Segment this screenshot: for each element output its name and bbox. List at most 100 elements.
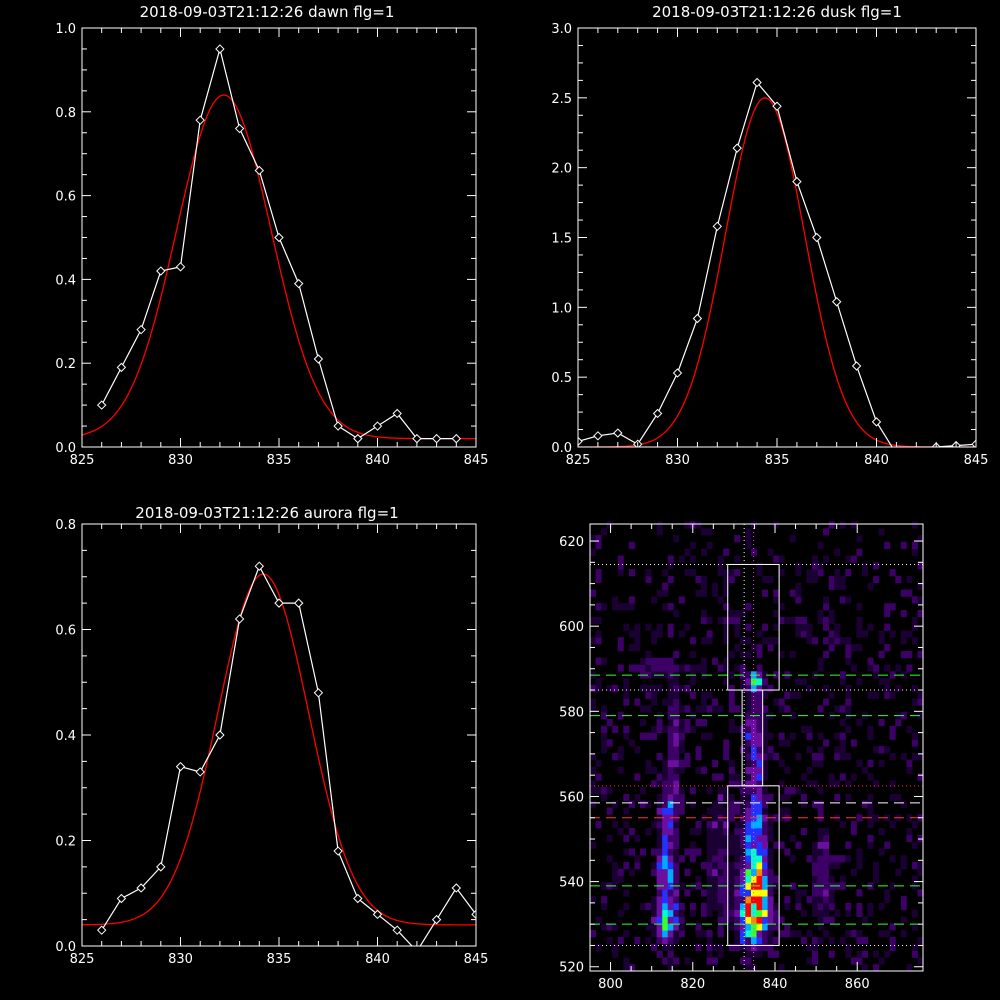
- heatmap-cell: [756, 889, 763, 897]
- heatmap-cell: [706, 957, 713, 965]
- data-point-marker: [578, 436, 583, 447]
- heatmap-cell: [823, 930, 830, 938]
- heatmap-cell: [784, 807, 791, 815]
- heatmap-cell: [751, 787, 757, 795]
- heatmap-cell: [717, 555, 724, 563]
- plot-area: [82, 561, 476, 946]
- heatmap-cell: [867, 725, 874, 733]
- heatmap-cell: [728, 793, 735, 802]
- data-point-marker: [313, 354, 324, 364]
- heatmap-cell: [667, 766, 674, 774]
- heatmap-cell: [706, 528, 713, 536]
- heatmap-cell: [628, 569, 635, 577]
- heatmap-cell: [828, 855, 835, 863]
- heatmap-cell: [839, 875, 846, 883]
- heatmap-cell: [867, 841, 874, 849]
- heatmap-cell: [817, 732, 824, 740]
- heatmap-cell: [795, 623, 802, 631]
- heatmap-cell: [767, 950, 774, 958]
- heatmap-cell: [856, 644, 863, 652]
- heatmap-cell: [911, 684, 918, 693]
- y-tick-label: 1.5: [551, 232, 572, 247]
- heatmap-cell: [778, 793, 785, 802]
- heatmap-cell: [628, 828, 635, 836]
- heatmap-cell: [834, 637, 841, 645]
- heatmap-cell: [734, 705, 741, 713]
- y-tick-label: 0.0: [55, 940, 76, 955]
- heatmap-cell: [756, 902, 763, 911]
- heatmap-cell: [662, 896, 669, 904]
- y-tick-label: 580: [559, 705, 584, 720]
- x-tick-label: 840: [365, 952, 390, 967]
- heatmap-cell: [773, 555, 780, 563]
- heatmap-cell: [767, 732, 774, 740]
- heatmap-cell: [762, 732, 769, 740]
- heatmap-cell: [606, 855, 613, 863]
- heatmap-cell: [812, 848, 818, 856]
- heatmap-cell: [667, 828, 674, 836]
- heatmap-cell: [617, 644, 624, 652]
- heatmap-cell: [662, 882, 669, 890]
- heatmap-cell: [823, 855, 830, 863]
- heatmap-cell: [717, 616, 724, 624]
- heatmap-cell: [878, 902, 885, 911]
- heatmap-cell: [689, 848, 696, 856]
- heatmap-cell: [756, 644, 763, 652]
- heatmap-cell: [873, 664, 880, 672]
- heatmap-cell: [778, 732, 785, 740]
- heatmap-cell: [884, 603, 891, 611]
- heatmap-cell: [895, 868, 902, 876]
- heatmap-cell: [673, 821, 680, 829]
- heatmap-cell: [834, 746, 841, 754]
- heatmap-cell: [745, 773, 752, 781]
- heatmap-cell: [745, 834, 752, 842]
- heatmap-cell: [839, 705, 846, 713]
- heatmap-cell: [723, 889, 730, 897]
- heatmap-cell: [823, 650, 830, 659]
- heatmap-cell: [678, 719, 685, 727]
- heatmap-cell: [862, 950, 868, 958]
- heatmap-cell: [656, 753, 663, 761]
- heatmap-cell: [628, 964, 635, 972]
- heatmap-cell: [739, 725, 746, 733]
- heatmap-cell: [662, 603, 669, 611]
- heatmap-cell: [878, 678, 885, 686]
- data-point-marker: [136, 324, 146, 335]
- heatmap-cell: [745, 875, 752, 883]
- heatmap-cell: [806, 780, 813, 788]
- data-point-marker: [392, 408, 402, 419]
- heatmap-cell: [728, 848, 735, 856]
- heatmap-cell: [717, 828, 724, 836]
- heatmap-cell: [673, 800, 680, 808]
- heatmap-cell: [590, 616, 596, 624]
- heatmap-cell: [667, 930, 674, 938]
- heatmap-cell: [717, 855, 724, 863]
- heatmap-cell: [717, 868, 724, 876]
- heatmap-cell: [612, 684, 619, 693]
- y-tick-label: 0.0: [551, 441, 572, 456]
- heatmap-cell: [656, 719, 663, 727]
- heatmap-cell: [856, 957, 863, 965]
- heatmap-cell: [728, 684, 735, 693]
- heatmap-cell: [884, 746, 891, 754]
- heatmap-cell: [856, 535, 863, 543]
- heatmap-cell: [739, 841, 746, 849]
- heatmap-cell: [712, 889, 719, 897]
- heatmap-cell: [800, 623, 807, 631]
- heatmap-cell: [823, 916, 830, 924]
- heatmap-cell: [911, 875, 918, 883]
- data-point-marker: [353, 893, 363, 904]
- heatmap-cell: [756, 759, 763, 767]
- heatmap-cell: [762, 848, 769, 856]
- heatmap-cell: [590, 787, 596, 795]
- heatmap-cell: [812, 780, 818, 788]
- heatmap-cell: [911, 909, 918, 917]
- heatmap-cell: [762, 793, 769, 802]
- heatmap-cell: [706, 936, 713, 945]
- heatmap-cells: [590, 521, 924, 972]
- heatmap-cell: [789, 732, 796, 740]
- heatmap-cell: [712, 868, 719, 876]
- heatmap-cell: [745, 732, 752, 740]
- heatmap-cell: [845, 725, 852, 733]
- heatmap-cell: [817, 848, 824, 856]
